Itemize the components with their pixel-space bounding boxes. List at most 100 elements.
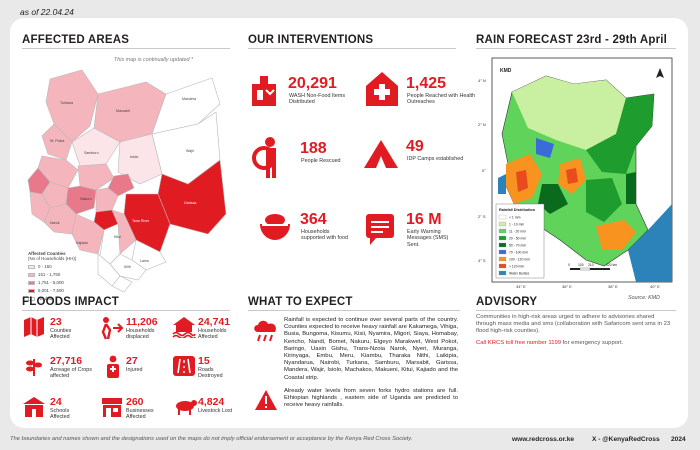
map-legend-subtitle: (No of Households (HH)) bbox=[28, 256, 77, 261]
svg-text:Kilifi: Kilifi bbox=[124, 265, 131, 269]
mandera-county bbox=[151, 77, 221, 135]
shop-icon bbox=[102, 398, 122, 417]
forecast-legend-swatch bbox=[498, 228, 507, 234]
legend-entry: 1,751 - 5,000 bbox=[28, 280, 64, 286]
svg-text:Marsabit: Marsabit bbox=[116, 109, 130, 113]
school-icon bbox=[23, 397, 45, 417]
forecast-source: Source: KMD bbox=[628, 295, 661, 301]
forecast-legend-swatch bbox=[498, 221, 507, 227]
forecast-legend-swatch bbox=[498, 242, 507, 248]
scale-label: 100 bbox=[578, 263, 584, 267]
toll-free-number: Call KRCS toll free number 1199 bbox=[476, 340, 562, 346]
roads-value: 15 bbox=[198, 355, 210, 367]
advisory-title: ADVISORY bbox=[476, 296, 538, 308]
footer-disclaimer: The boundaries and names shown and the d… bbox=[10, 436, 413, 442]
displaced-icon bbox=[101, 317, 124, 340]
rain-cloud-icon bbox=[254, 320, 276, 342]
svg-text:Nakuru: Nakuru bbox=[80, 197, 92, 201]
food-value: 364 bbox=[300, 211, 327, 228]
legend-label: 5,001 - 7,500 bbox=[38, 288, 64, 294]
floods-impact-title: FLOODS IMPACT bbox=[22, 296, 119, 308]
wash-nfi-value: 20,291 bbox=[288, 75, 337, 92]
affected-areas-title: AFFECTED AREAS bbox=[22, 34, 130, 46]
schools-label: Schools Affected bbox=[50, 408, 70, 421]
lat-tick: 2° S bbox=[478, 214, 486, 219]
floods-impact-grid: 23 Counties Affected 27,716 Acreage of C… bbox=[22, 312, 234, 424]
forecast-legend-label: Water Bodies bbox=[509, 272, 530, 276]
house-flood-icon bbox=[172, 317, 196, 338]
forecast-legend-swatch bbox=[498, 214, 507, 220]
forecast-legend-label: 100 - 120 mm bbox=[509, 258, 530, 262]
displaced-value: 11,206 bbox=[126, 316, 158, 328]
lat-tick: 2° N bbox=[478, 122, 486, 127]
footer-website[interactable]: www.redcross.or.ke bbox=[512, 436, 575, 443]
interventions-title: OUR INTERVENTIONS bbox=[248, 34, 374, 46]
map-update-note: This map is continually updated * bbox=[114, 57, 194, 63]
svg-text:Samburu: Samburu bbox=[84, 151, 99, 155]
svg-text:Lamu: Lamu bbox=[140, 259, 149, 263]
legend-swatch bbox=[28, 297, 35, 301]
forecast-legend-swatch bbox=[498, 249, 507, 255]
health-label: People Reached with Health Outreaches bbox=[407, 93, 476, 106]
advisory-call-rest: for emergency support. bbox=[561, 340, 624, 346]
divider bbox=[248, 310, 460, 311]
businesses-value: 260 bbox=[126, 396, 144, 408]
advisory-text: Communities in high-risk areas urged to … bbox=[476, 314, 671, 335]
affected-counties-map: Turkana Marsabit Mandera Wajir W. Pokot … bbox=[27, 69, 227, 293]
schools-value: 24 bbox=[50, 396, 62, 408]
divider bbox=[22, 48, 230, 49]
wash-nfi-label: WASH Non-Food Items Distributed bbox=[289, 93, 346, 106]
svg-text:Narok: Narok bbox=[50, 221, 60, 225]
map-icon bbox=[24, 317, 44, 337]
samburu-county bbox=[71, 127, 121, 167]
livestock-value: 4,824 bbox=[198, 396, 225, 408]
footer-handle[interactable]: X - @KenyaRedCross bbox=[592, 436, 660, 443]
health-house-icon bbox=[366, 72, 398, 106]
legend-swatch bbox=[28, 289, 35, 293]
kmd-logo: KMD bbox=[500, 68, 512, 74]
divider bbox=[476, 310, 676, 311]
scale-label: 0 bbox=[568, 263, 570, 267]
rain-forecast-map: 4° N 2° N 0° 2° S 4° S 34° E 36° E 38° E… bbox=[478, 57, 673, 289]
footer-year: 2024 bbox=[671, 436, 686, 443]
infographic-card: AFFECTED AREAS This map is continually u… bbox=[10, 18, 688, 428]
sms-value: 16 M bbox=[406, 211, 442, 228]
businesses-label: Businesses Affected bbox=[126, 408, 154, 421]
lon-tick: 34° E bbox=[516, 284, 526, 289]
meru-county bbox=[107, 173, 135, 197]
expect-paragraph-rainfall: Rainfall is expected to continue over se… bbox=[284, 317, 458, 381]
rescued-value: 188 bbox=[300, 140, 327, 157]
svg-text:Turkana: Turkana bbox=[60, 101, 73, 105]
legend-entry: No data bbox=[28, 296, 64, 302]
expect-paragraph-water-levels: Already water levels from seven forks hy… bbox=[284, 388, 458, 409]
crops-value: 27,716 bbox=[50, 355, 83, 367]
nyeri-county bbox=[95, 187, 119, 213]
lon-tick: 36° E bbox=[562, 284, 572, 289]
map-legend-title: Affected Counties bbox=[28, 251, 66, 256]
roads-label: Roads Destroyed bbox=[198, 367, 223, 380]
legend-swatch bbox=[28, 265, 35, 269]
forecast-legend-label: 20 - 50 mm bbox=[509, 237, 526, 241]
svg-text:Garissa: Garissa bbox=[184, 201, 196, 205]
forecast-legend-label: 11 - 20 mm bbox=[509, 230, 526, 234]
health-value: 1,425 bbox=[406, 75, 447, 92]
lat-tick: 4° N bbox=[478, 78, 486, 83]
sms-label: Early Warning Messages (SMS) Sent. bbox=[407, 229, 449, 248]
lat-tick: 4° S bbox=[478, 258, 486, 263]
legend-label: 0 - 150 bbox=[38, 264, 52, 270]
forecast-legend-label: 1 - 10 mm bbox=[509, 223, 524, 227]
message-icon bbox=[366, 214, 394, 245]
legend-label: 151 - 1,750 bbox=[38, 272, 61, 278]
as-of-date: as of 22.04.24 bbox=[20, 7, 74, 17]
lat-tick: 0° bbox=[482, 168, 486, 173]
svg-text:Kitui: Kitui bbox=[114, 235, 121, 239]
svg-text:Wajir: Wajir bbox=[186, 149, 195, 153]
injured-label: Injured bbox=[126, 367, 143, 373]
divider bbox=[476, 48, 676, 49]
legend-entry: 5,001 - 7,500 bbox=[28, 288, 64, 294]
forecast-legend-label: > 120 mm bbox=[509, 265, 524, 269]
legend-swatch bbox=[28, 273, 35, 277]
svg-text:Tana River: Tana River bbox=[132, 219, 150, 223]
svg-text:Mandera: Mandera bbox=[182, 97, 196, 101]
turkana-county bbox=[45, 69, 99, 143]
